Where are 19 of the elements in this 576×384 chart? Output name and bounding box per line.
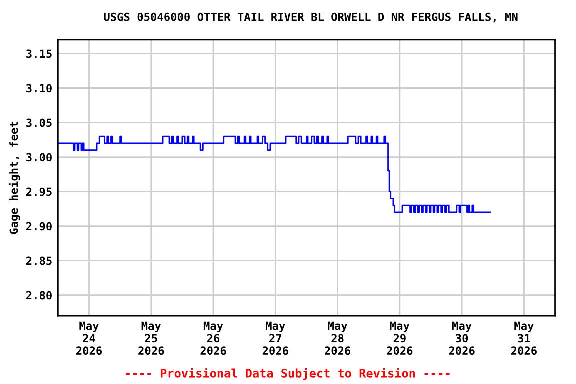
y-tick-label: 3.10 [26,84,52,93]
x-tick-label: May 24 2026 [76,322,102,356]
y-tick-label: 2.90 [26,222,52,231]
y-tick-label: 3.15 [26,50,52,58]
x-tick-label: May 28 2026 [325,322,351,356]
x-tick-label: May 31 2026 [511,322,537,356]
y-tick-label: 3.00 [26,153,52,162]
y-tick-label: 2.80 [26,291,52,300]
y-tick-label: 2.85 [26,256,52,266]
x-tick-label: May 25 2026 [138,322,164,356]
x-tick-label: May 30 2026 [449,322,475,356]
chart-title: USGS 05046000 OTTER TAIL RIVER BL ORWELL D NR FERGUS FALLS, MN [104,12,518,23]
x-tick-label: May 26 2026 [200,322,226,356]
y-tick-label: 3.05 [26,118,52,128]
x-tick-label: May 27 2026 [262,322,288,356]
y-tick-label: 2.95 [26,188,52,196]
y-axis-title: Gage height, feet [8,122,20,234]
x-tick-label: May 29 2026 [387,322,413,356]
text: ---- Provisional Data Subject to Revision ---- [126,368,450,380]
